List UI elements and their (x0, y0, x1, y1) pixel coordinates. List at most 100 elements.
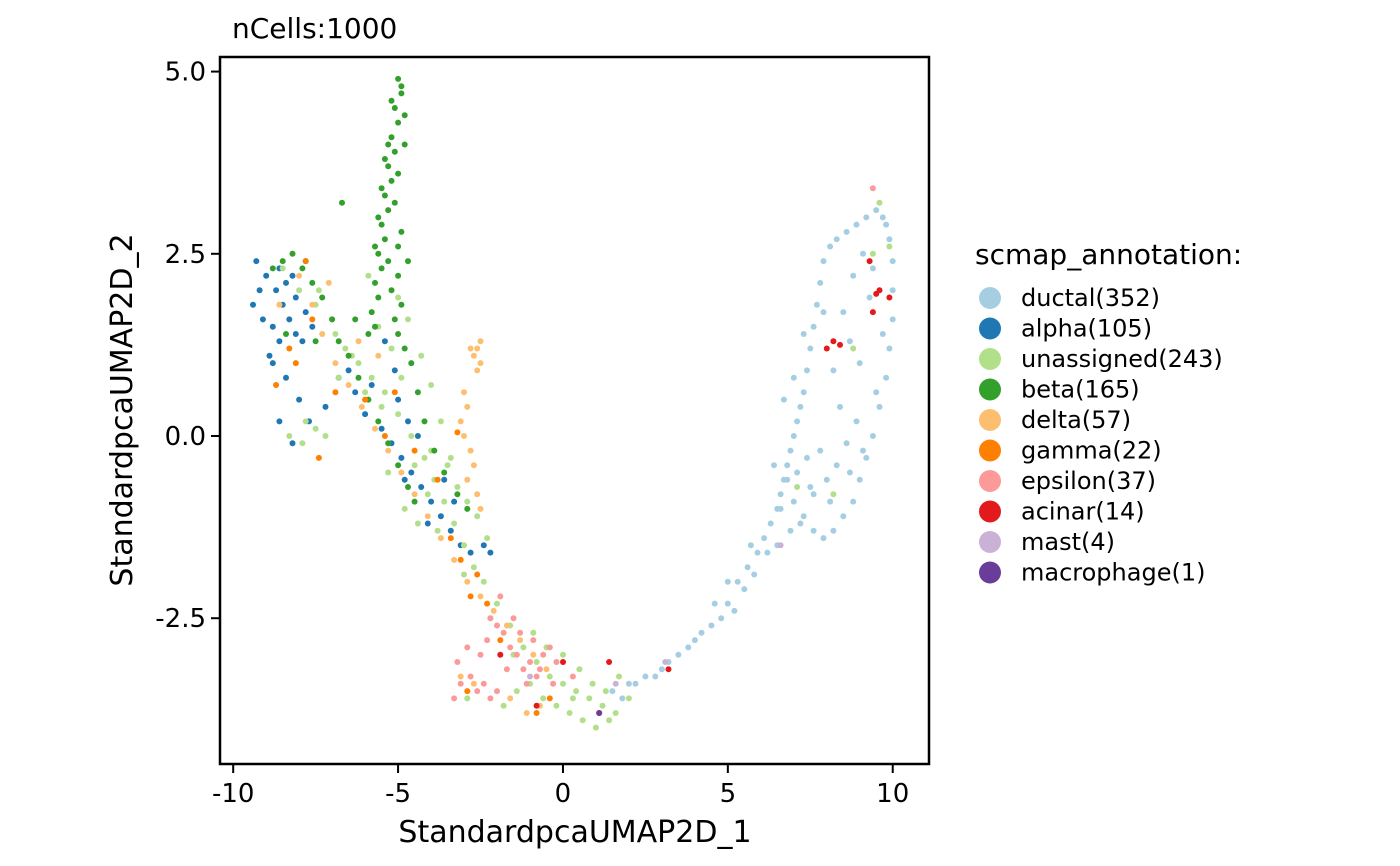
data-point (889, 287, 896, 294)
data-point (569, 673, 576, 680)
data-point (283, 279, 289, 286)
data-point (477, 505, 484, 512)
data-point (553, 702, 560, 709)
series-7 (497, 258, 893, 716)
data-point (388, 177, 395, 184)
data-point (457, 673, 464, 680)
data-point (523, 680, 530, 687)
legend-swatch (979, 409, 1001, 431)
data-point (289, 250, 296, 257)
data-point (428, 498, 435, 505)
data-point (401, 141, 408, 148)
data-point (540, 695, 547, 702)
data-point (579, 717, 586, 724)
x-tick-label: 5 (720, 779, 737, 809)
data-point (830, 527, 837, 534)
data-point (269, 265, 276, 272)
data-point (372, 279, 378, 286)
legend-item: epsilon(37) (979, 467, 1156, 495)
data-point (385, 258, 392, 265)
y-axis: -2.5 0.0 2.5 5.0 (155, 58, 220, 634)
legend-label: mast(4) (1021, 528, 1115, 556)
data-point (533, 659, 540, 665)
legend-item: macrophage(1) (979, 559, 1205, 587)
data-point (853, 418, 860, 425)
data-point (767, 520, 774, 527)
data-point (616, 673, 622, 680)
data-point (790, 374, 797, 381)
data-point (513, 651, 520, 658)
data-point (315, 454, 322, 461)
data-point (345, 367, 352, 374)
data-point (517, 629, 524, 636)
data-point (372, 425, 378, 432)
data-point (451, 556, 458, 563)
data-point (464, 403, 471, 410)
data-point (283, 331, 289, 337)
data-point (368, 374, 375, 381)
data-point (299, 265, 306, 272)
data-point (527, 673, 533, 680)
legend-swatch (979, 470, 1001, 492)
data-point (823, 345, 830, 352)
series-4 (276, 272, 550, 716)
data-point (856, 360, 863, 367)
data-point (437, 535, 444, 542)
data-point (625, 680, 632, 687)
data-point (355, 338, 362, 345)
data-point (510, 615, 517, 622)
plot-area (250, 75, 896, 731)
data-point (470, 462, 477, 469)
data-point (414, 433, 421, 439)
data-point (484, 637, 491, 644)
data-point (837, 341, 843, 348)
data-point (365, 272, 372, 279)
data-point (662, 659, 669, 665)
data-point (391, 105, 398, 111)
data-point (477, 651, 484, 658)
data-point (398, 83, 405, 90)
data-point (296, 287, 303, 294)
data-point (761, 535, 768, 542)
data-point (273, 287, 280, 294)
data-point (589, 680, 596, 687)
data-point (550, 680, 557, 687)
data-point (513, 688, 520, 695)
data-point (467, 549, 474, 556)
data-point (411, 447, 418, 454)
data-point (777, 505, 784, 512)
data-point (411, 462, 418, 469)
data-point (804, 454, 810, 461)
data-point (569, 695, 576, 702)
data-point (464, 498, 471, 505)
data-point (451, 498, 458, 505)
data-point (876, 199, 883, 206)
data-point (494, 622, 500, 629)
data-point (434, 527, 441, 534)
data-point (850, 345, 857, 352)
plot-title: nCells:1000 (232, 12, 397, 45)
data-point (375, 214, 382, 221)
data-point (385, 163, 392, 170)
data-point (381, 156, 388, 162)
data-point (454, 484, 461, 490)
data-point (536, 666, 543, 673)
data-point (856, 476, 863, 483)
data-point (286, 433, 293, 439)
data-point (372, 243, 378, 250)
data-point (292, 294, 299, 301)
data-point (596, 710, 603, 716)
data-point (289, 272, 296, 279)
series-5 (273, 258, 553, 716)
data-point (665, 666, 672, 673)
data-point (405, 418, 411, 425)
data-point (860, 447, 866, 454)
data-point (780, 396, 787, 403)
legend-title: scmap_annotation: (975, 238, 1242, 271)
data-point (573, 688, 580, 695)
data-point (490, 607, 497, 614)
data-point (335, 374, 342, 381)
data-point (391, 367, 398, 374)
data-point (879, 331, 886, 337)
